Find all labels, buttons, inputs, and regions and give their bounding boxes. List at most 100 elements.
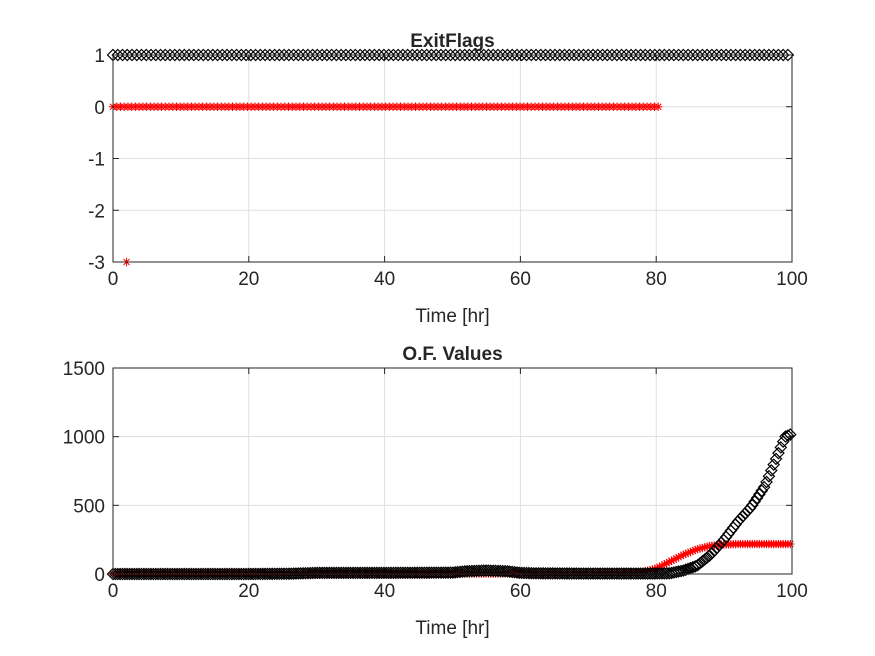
data-point	[439, 48, 453, 62]
data-point	[691, 48, 704, 62]
x-tick-label: 80	[646, 581, 667, 602]
data-point	[688, 560, 702, 573]
data-point	[472, 48, 486, 62]
data-point	[672, 565, 685, 578]
data-point	[736, 509, 750, 523]
data-point	[125, 48, 139, 62]
data-point	[619, 48, 633, 62]
data-point	[734, 512, 747, 526]
data-point	[306, 48, 319, 62]
data-point	[425, 48, 438, 62]
data-point	[605, 48, 619, 62]
x-axis-label: Time [hr]	[415, 306, 489, 327]
data-point	[610, 48, 624, 62]
data-point	[501, 48, 514, 62]
data-point	[510, 48, 524, 62]
data-point	[655, 562, 664, 571]
data-point	[748, 495, 762, 508]
data-point	[391, 48, 405, 62]
data-point	[448, 566, 462, 579]
x-tick-label: 80	[646, 269, 667, 290]
data-point	[420, 48, 434, 62]
data-point	[712, 538, 726, 552]
data-point	[729, 48, 742, 62]
data-point	[679, 563, 693, 577]
data-point	[467, 48, 481, 62]
x-tick-label: 20	[238, 269, 259, 290]
data-point	[534, 48, 548, 62]
data-point	[330, 48, 343, 62]
data-point	[234, 48, 248, 62]
data-point	[695, 544, 705, 553]
data-point	[382, 48, 396, 62]
series-1-red	[108, 102, 663, 267]
data-point	[748, 48, 762, 62]
y-tick-label: 0	[94, 98, 105, 119]
data-point	[263, 48, 277, 62]
x-tick-label: 40	[374, 269, 395, 290]
chart-title: ExitFlags	[410, 31, 494, 52]
data-point	[543, 48, 557, 62]
data-point	[705, 48, 719, 62]
data-point	[539, 48, 552, 62]
data-point	[168, 48, 182, 62]
data-point	[368, 48, 381, 62]
data-point	[268, 48, 281, 62]
data-point	[135, 48, 148, 62]
data-point	[220, 48, 234, 62]
data-point	[358, 48, 372, 62]
data-point	[206, 48, 220, 62]
data-point	[577, 48, 590, 62]
data-point	[710, 48, 723, 62]
data-point	[779, 430, 792, 443]
data-point	[144, 48, 158, 62]
data-point	[753, 487, 766, 501]
data-point	[387, 48, 400, 62]
data-point	[679, 550, 688, 559]
data-point	[149, 48, 163, 62]
data-point	[458, 48, 472, 62]
data-point	[654, 102, 663, 111]
data-point	[415, 48, 429, 62]
data-point	[529, 48, 543, 62]
data-point	[783, 428, 797, 441]
data-point	[139, 48, 153, 62]
data-point	[406, 48, 419, 62]
data-point	[700, 48, 714, 62]
data-point	[434, 48, 448, 62]
data-point	[225, 48, 239, 62]
data-point	[258, 48, 272, 62]
data-point	[629, 48, 643, 62]
y-tick-label: -1	[88, 150, 105, 171]
x-tick-label: 100	[776, 269, 808, 290]
data-point	[453, 565, 467, 579]
data-point	[643, 48, 657, 62]
data-point	[705, 546, 719, 560]
data-point	[772, 48, 785, 62]
data-point	[353, 48, 367, 62]
data-point	[781, 48, 795, 62]
data-point	[187, 48, 201, 62]
data-point	[638, 567, 648, 577]
data-point	[657, 48, 671, 62]
data-point	[674, 552, 683, 562]
y-tick-label: -2	[88, 201, 105, 222]
data-point	[339, 48, 353, 62]
data-point	[734, 48, 747, 62]
data-point	[648, 565, 657, 574]
y-tick-label: -3	[88, 253, 105, 274]
data-point	[696, 48, 709, 62]
data-point	[182, 48, 196, 62]
data-point	[111, 48, 125, 62]
data-point	[662, 558, 671, 568]
data-point	[667, 556, 676, 565]
data-point	[674, 564, 688, 578]
data-point	[664, 557, 674, 567]
data-point	[719, 48, 733, 62]
data-point	[477, 48, 491, 62]
data-point	[253, 48, 267, 62]
chart-exitflags: 0 20 40 60 80 100 -3 -2 -1 0 1 ExitFlags Time [hr]	[88, 31, 808, 327]
data-point	[703, 549, 716, 562]
data-point	[334, 48, 348, 62]
